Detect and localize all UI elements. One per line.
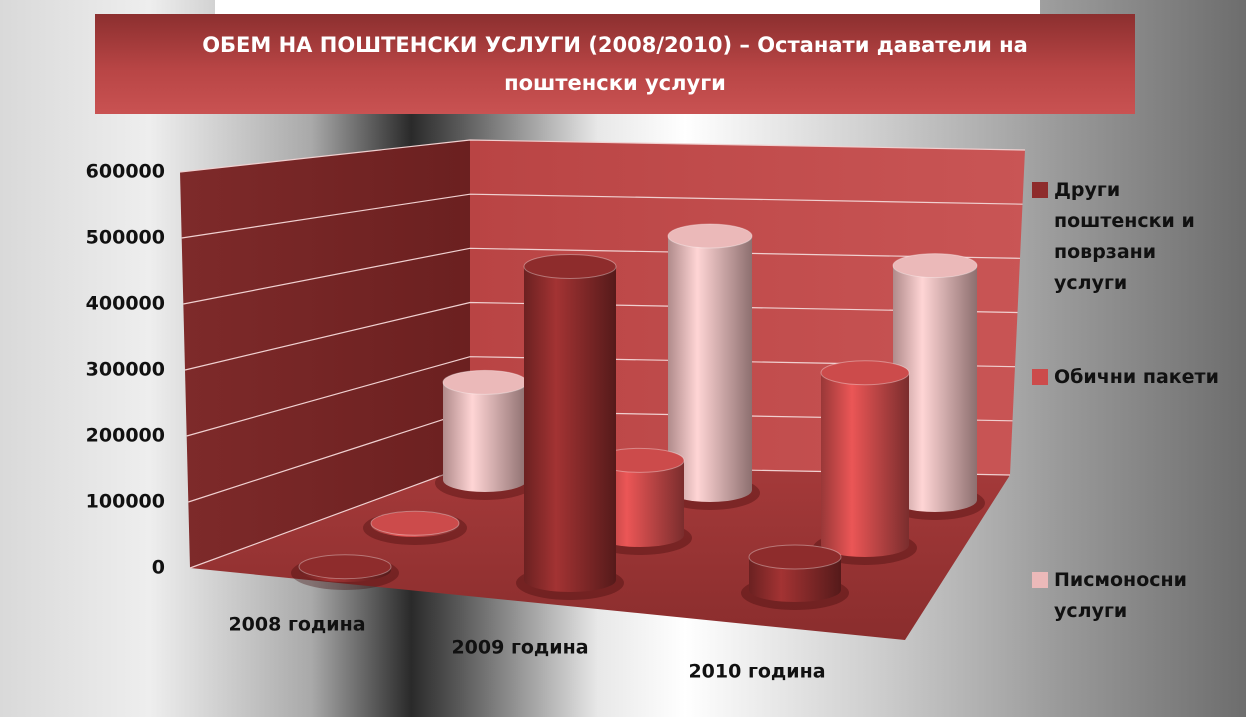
header-strip (215, 0, 1040, 14)
column-top (370, 510, 460, 536)
grid-line (183, 247, 1021, 305)
column-top (298, 554, 392, 580)
y-tick-label: 0 (152, 557, 165, 579)
legend-label: Обични пакети (1054, 366, 1219, 388)
legend-label: Други поштенски и поврзани услуги (1054, 179, 1195, 294)
column (660, 223, 760, 510)
column (363, 510, 467, 545)
legend-label: Писмоносни услуги (1054, 569, 1187, 622)
y-tick-label: 400000 (86, 293, 165, 315)
y-tick-label: 600000 (86, 161, 165, 183)
column (741, 544, 849, 610)
column-top (748, 544, 842, 570)
left-wall (180, 140, 470, 568)
column-body (443, 382, 527, 480)
legend-swatch (1032, 572, 1048, 588)
x-tick-label: 2010 година (688, 661, 825, 683)
grid-line (179, 139, 1026, 173)
x-tick-label: 2009 година (451, 637, 588, 659)
y-tick-label: 300000 (86, 359, 165, 381)
legend-swatch (1032, 369, 1048, 385)
column-body (668, 236, 752, 490)
legend-item: Писмоносни услуги (1032, 565, 1224, 627)
chart-title: ОБЕМ НА ПОШТЕНСКИ УСЛУГИ (2008/2010) – О… (95, 14, 1135, 114)
column-top (820, 360, 910, 386)
column-body (524, 266, 616, 580)
grid-line (186, 356, 1016, 437)
column-body (821, 372, 909, 545)
column-top (442, 369, 528, 395)
legend-swatch (1032, 182, 1048, 198)
y-tick-label: 100000 (86, 491, 165, 513)
grid-line (181, 193, 1023, 239)
y-tick-label: 200000 (86, 425, 165, 447)
column-top (523, 254, 617, 279)
y-tick-label: 500000 (86, 227, 165, 249)
column (291, 554, 399, 590)
column (516, 254, 624, 600)
legend-item: Обични пакети (1032, 362, 1224, 393)
legend-item: Други поштенски и поврзани услуги (1032, 175, 1224, 299)
column-top (667, 223, 753, 249)
column-top (892, 253, 978, 279)
column (435, 369, 535, 500)
column (813, 360, 917, 565)
x-tick-label: 2008 година (228, 614, 365, 636)
grid-line (184, 301, 1018, 371)
